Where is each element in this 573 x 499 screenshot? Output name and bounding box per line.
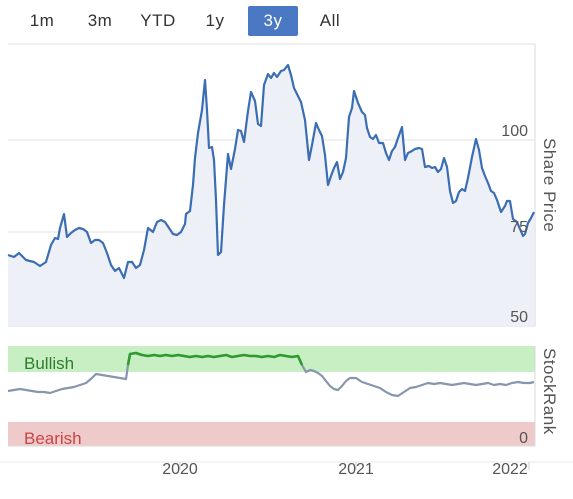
x-tick-2020: 2020: [162, 461, 198, 478]
bullish-zone: [8, 346, 535, 372]
x-tick-2022: 2022: [492, 461, 528, 478]
bullish-label: Bullish: [24, 354, 74, 373]
range-3y-button[interactable]: 3y: [248, 6, 298, 36]
stockrank-tick-0: 0: [519, 430, 528, 447]
range-1y-button[interactable]: 1y: [205, 11, 225, 30]
stockrank-bullish-line: [126, 351, 304, 366]
price-series-line: [7, 63, 535, 280]
price-tick-75: 75: [510, 219, 528, 236]
price-area-fill: [8, 65, 534, 326]
range-3m-button[interactable]: 3m: [87, 11, 113, 30]
range-all-button[interactable]: All: [319, 11, 341, 30]
x-tick-2021: 2021: [338, 461, 374, 478]
range-1m-button[interactable]: 1m: [29, 11, 55, 30]
range-ytd-button[interactable]: YTD: [140, 11, 176, 30]
range-selector: 1m 3m YTD 1y 3y All: [0, 0, 573, 40]
bearish-zone: [8, 422, 535, 446]
price-tick-100: 100: [501, 123, 528, 140]
stockrank-axis-title: StockRank: [540, 348, 559, 435]
price-tick-50: 50: [510, 309, 528, 326]
share-price-axis-title: Share Price: [540, 138, 559, 232]
bearish-label: Bearish: [24, 429, 82, 448]
